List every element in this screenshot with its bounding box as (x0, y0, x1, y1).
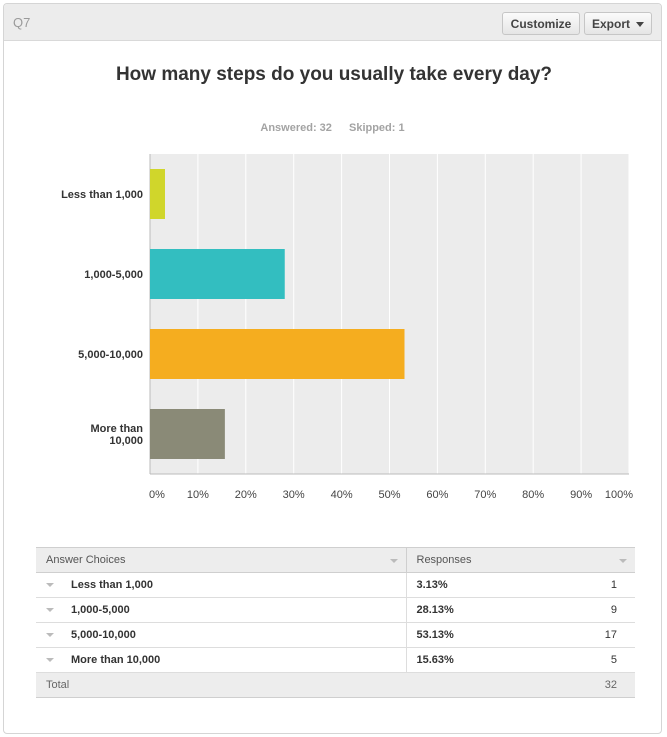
customize-label: Customize (510, 16, 572, 31)
x-tick-label: 100% (605, 489, 633, 501)
header-responses-label: Responses (416, 554, 472, 566)
response-stats: Answered: 32 Skipped: 1 (4, 122, 661, 134)
y-tick-label: 5,000-10,000 (78, 349, 143, 361)
x-tick-label: 0% (149, 489, 165, 501)
total-row: Total 32 (36, 672, 635, 698)
caret-down-icon (636, 21, 644, 27)
expand-caret-icon[interactable] (46, 633, 54, 638)
y-tick-label: 10,000 (109, 435, 143, 447)
skipped-count: Skipped: 1 (348, 122, 405, 134)
y-tick-label: Less than 1,000 (61, 189, 143, 201)
x-tick-label: 70% (474, 489, 496, 501)
x-tick-label: 40% (331, 489, 353, 501)
response-count: 1 (526, 572, 635, 598)
bar (150, 249, 285, 299)
response-count: 9 (526, 597, 635, 623)
answer-choice-cell[interactable]: More than 10,000 (36, 647, 407, 673)
question-number: Q7 (13, 15, 31, 30)
answer-choice-label: 1,000-5,000 (71, 604, 130, 616)
chart-title: How many steps do you usually take every… (115, 64, 553, 85)
header-answer-choices[interactable]: Answer Choices (36, 547, 407, 573)
response-table: Answer Choices Responses Less than 1,000… (36, 547, 635, 698)
total-label: Total (36, 672, 406, 698)
x-tick-label: 60% (426, 489, 448, 501)
x-tick-label: 10% (187, 489, 209, 501)
answer-choice-label: More than 10,000 (71, 654, 161, 666)
bar (150, 329, 405, 379)
answer-choice-cell[interactable]: Less than 1,000 (36, 572, 407, 598)
x-tick-label: 30% (283, 489, 305, 501)
panel-header: Q7 Customize Export (4, 4, 661, 41)
response-percent: 53.13% (406, 622, 526, 648)
response-count: 5 (526, 647, 635, 673)
response-percent: 15.63% (406, 647, 526, 673)
table-row: 1,000-5,000 28.13% 9 (36, 597, 635, 623)
answer-choice-cell[interactable]: 5,000-10,000 (36, 622, 407, 648)
y-tick-label: More than (90, 423, 143, 435)
answered-count: Answered: 32 (260, 122, 332, 134)
expand-caret-icon[interactable] (46, 583, 54, 588)
table-row: Less than 1,000 3.13% 1 (36, 572, 635, 598)
table-row: More than 10,000 15.63% 5 (36, 647, 635, 673)
export-label: Export (591, 16, 630, 31)
expand-caret-icon[interactable] (46, 658, 54, 663)
response-percent: 28.13% (406, 597, 526, 623)
customize-button[interactable]: Customize (502, 12, 580, 35)
answer-choice-cell[interactable]: 1,000-5,000 (36, 597, 407, 623)
x-tick-label: 50% (378, 489, 400, 501)
export-button[interactable]: Export (584, 12, 652, 35)
total-count: 32 (526, 672, 635, 698)
x-tick-label: 20% (235, 489, 257, 501)
x-tick-label: 90% (570, 489, 592, 501)
answer-choice-label: 5,000-10,000 (71, 629, 136, 641)
sort-icon[interactable] (389, 559, 398, 563)
y-tick-label: 1,000-5,000 (84, 269, 143, 281)
bar (150, 169, 165, 219)
x-tick-label: 80% (522, 489, 544, 501)
question-panel: Q7 Customize Export How many steps do yo… (3, 3, 662, 734)
expand-caret-icon[interactable] (46, 608, 54, 613)
header-responses[interactable]: Responses (406, 547, 635, 573)
bar-chart: 0% 10% 20% 30% 40% 50% 60% 70% 80% 90% 100% Less th… (61, 154, 633, 501)
response-count: 17 (526, 622, 635, 648)
table-row: 5,000-10,000 53.13% 17 (36, 622, 635, 648)
header-answer-choices-label: Answer Choices (46, 554, 126, 566)
sort-icon[interactable] (619, 559, 627, 563)
bar (150, 409, 225, 459)
total-spacer (406, 672, 526, 698)
response-percent: 3.13% (406, 572, 526, 598)
answer-choice-label: Less than 1,000 (71, 579, 153, 591)
